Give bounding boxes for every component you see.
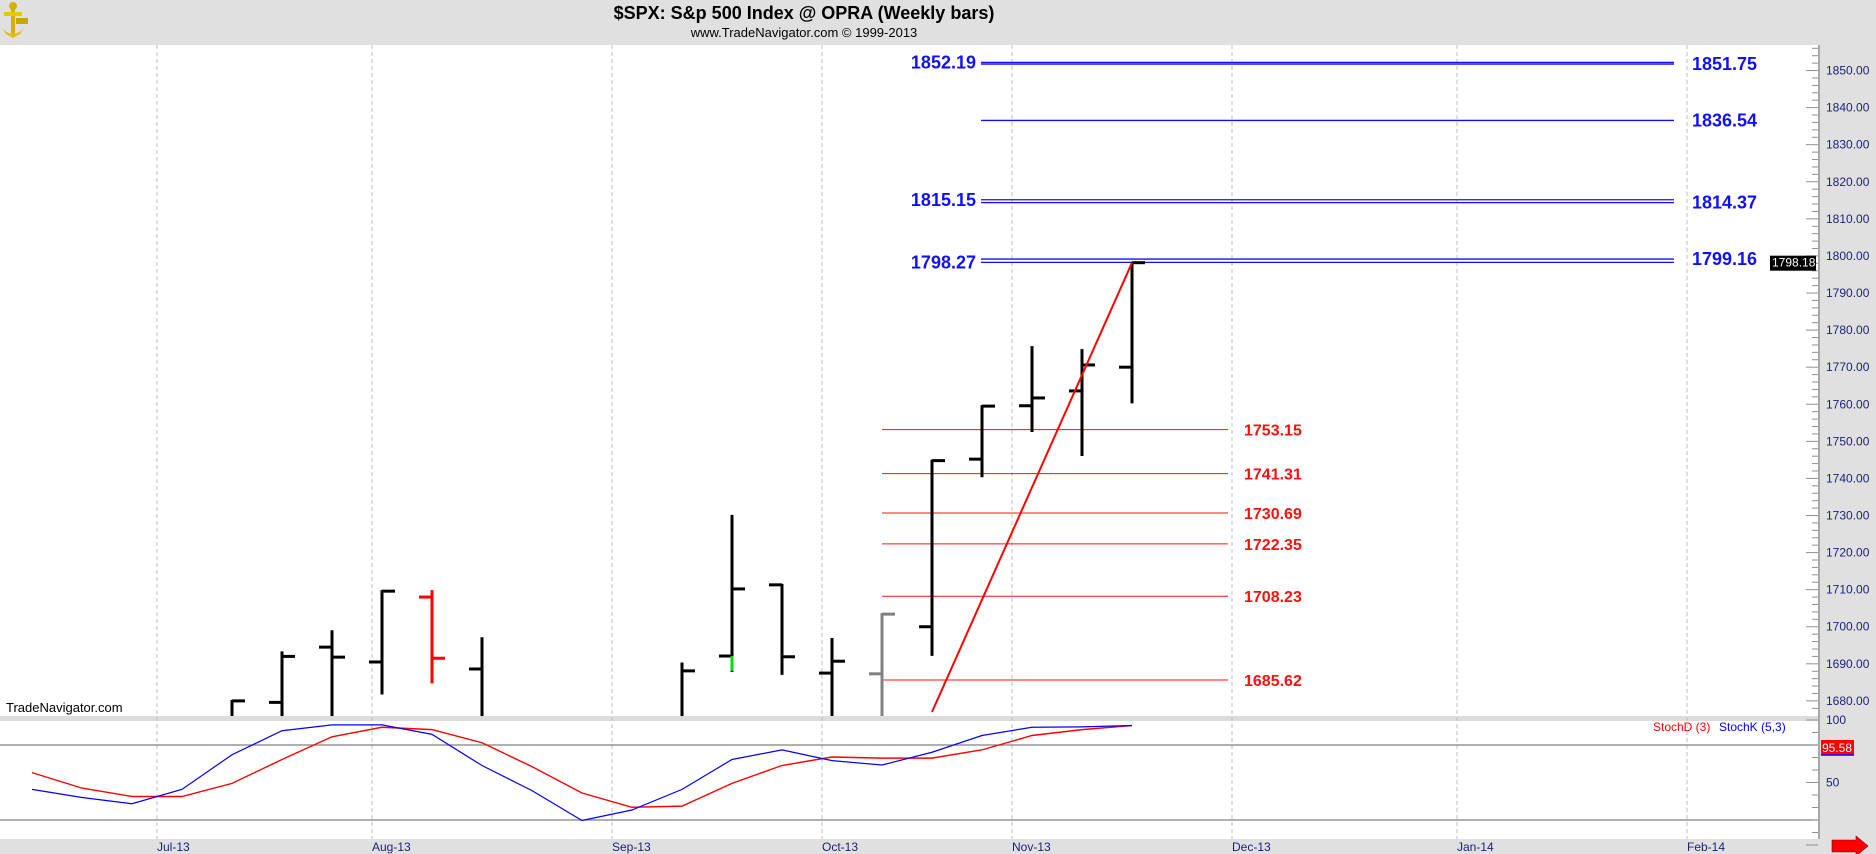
stochastic-levels: 100 50 [0,713,1846,846]
last-price-tag [1770,255,1816,271]
red-level-label: 1741.31 [1244,467,1302,484]
price-axis-label: 1780.00 [1826,323,1870,337]
blue-level-left-label: 1852.19 [911,52,976,72]
red-trendline [931,262,1133,713]
chart-subtitle: www.TradeNavigator.com © 1999-2013 [690,25,918,40]
price-axis-label: 1750.00 [1826,434,1870,448]
price-axis-label: 1840.00 [1826,101,1870,115]
blue-level-right-label: 1814.37 [1692,193,1757,213]
date-label: Nov-13 [1012,840,1051,854]
red-level-label: 1722.35 [1244,537,1302,554]
ohlc-bars [230,261,1145,716]
scroll-right-arrow-icon[interactable] [1831,835,1869,854]
price-axis-label: 1720.00 [1826,546,1870,560]
panel-separator[interactable] [0,716,1818,721]
date-label: Aug-13 [372,840,411,854]
price-axis-label: 1800.00 [1826,249,1870,263]
date-label: Oct-13 [822,840,858,854]
legend-stoch-d: StochD (3) [1653,720,1710,734]
price-axis-label: 1790.00 [1826,286,1870,300]
date-label: Sep-13 [612,840,651,854]
price-axis-label: 1760.00 [1826,397,1870,411]
chart-title: $SPX: S&p 500 Index @ OPRA (Weekly bars) [614,3,995,23]
stoch-value-label: 95.58 [1822,741,1852,755]
blue-level-right-label: 1799.16 [1692,249,1757,269]
header-band [0,0,1876,45]
red-level-label: 1753.15 [1244,423,1302,440]
last-price-label: 1798.18 [1772,256,1816,270]
date-label: Feb-14 [1687,840,1725,854]
fibonacci-levels: 1753.15 1741.31 1730.69 1722.35 1708.23 1685.… [882,423,1302,690]
stoch-axis-label: 50 [1826,776,1840,790]
vertical-gridlines [156,45,1688,839]
price-axis-label: 1770.00 [1826,360,1870,374]
price-axis-label: 1740.00 [1826,471,1870,485]
price-axis-label: 1700.00 [1826,620,1870,634]
date-label: Jul-13 [157,840,190,854]
date-label: Dec-13 [1232,840,1271,854]
projection-levels: 1852.19 1851.75 1836.54 1815.15 1814.37 1798.… [911,52,1757,272]
red-level-label: 1730.69 [1244,506,1302,523]
stochastic-plot-area[interactable] [0,721,1818,839]
blue-level-right-label: 1836.54 [1692,110,1757,130]
trendline[interactable] [931,262,1133,713]
stoch-d-line [31,724,1133,808]
stochastic-lines [31,724,1133,822]
price-axis[interactable] [1818,45,1876,839]
blue-level-left-label: 1798.27 [911,252,976,272]
price-axis-label: 1810.00 [1826,212,1870,226]
price-axis-label: 1680.00 [1826,694,1870,708]
price-axis-label: 1820.00 [1826,175,1870,189]
date-axis[interactable] [0,839,1876,854]
stoch-k-line [31,724,1133,822]
date-axis-labels: Jul-13 Aug-13 Sep-13 Oct-13 Nov-13 Dec-13 Jan-… [157,840,1725,854]
price-axis-labels: 1680.00 1690.00 1700.00 1710.00 1720.00 1730.… [1806,47,1870,709]
trade-navigator-logo [2,2,28,38]
price-axis-label: 1730.00 [1826,509,1870,523]
price-axis-label: 1850.00 [1826,64,1870,78]
red-level-label: 1685.62 [1244,673,1302,690]
price-axis-label: 1830.00 [1826,138,1870,152]
blue-level-right-label: 1851.75 [1692,54,1757,74]
price-plot-area[interactable] [0,45,1818,716]
red-level-label: 1708.23 [1244,589,1302,606]
price-axis-label: 1710.00 [1826,583,1870,597]
watermark: TradeNavigator.com [6,700,123,715]
blue-level-left-label: 1815.15 [911,190,976,210]
stoch-axis-label: 100 [1826,713,1846,727]
date-label: Jan-14 [1457,840,1494,854]
price-axis-label: 1690.00 [1826,657,1870,671]
stoch-value-tag [1821,740,1854,755]
legend-stoch-k: StochK (5,3) [1719,720,1786,734]
